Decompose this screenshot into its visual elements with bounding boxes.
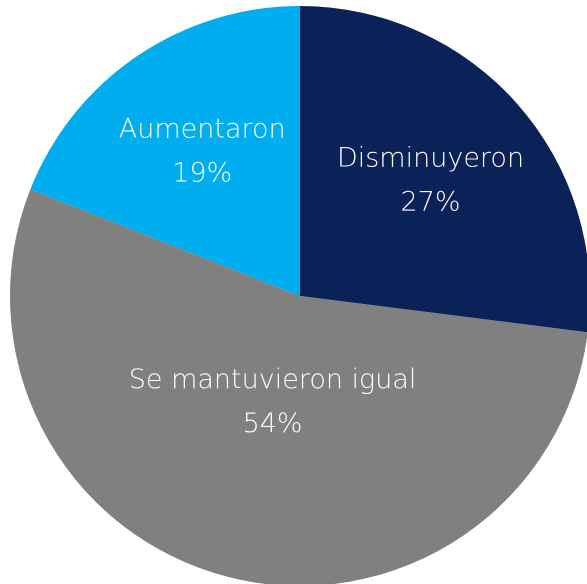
slice-label: Aumentaron	[119, 114, 286, 145]
slice-value-label: 19%	[172, 158, 232, 189]
slice-label: Se mantuvieron igual	[129, 364, 417, 395]
slice-value-label: 54%	[243, 408, 303, 439]
slice-label: Disminuyeron	[337, 142, 524, 173]
slice-value-label: 27%	[401, 186, 461, 217]
pie-slice	[30, 6, 301, 296]
pie-slice	[10, 189, 587, 584]
pie-slice	[300, 6, 587, 333]
